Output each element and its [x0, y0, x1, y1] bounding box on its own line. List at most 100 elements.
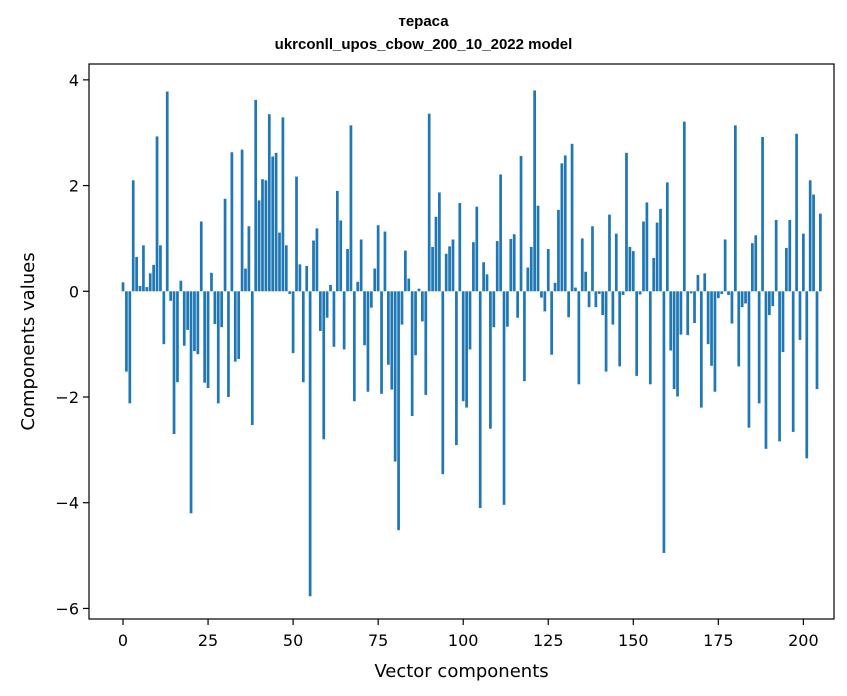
bar-177 — [723, 239, 727, 292]
bar-1 — [125, 291, 128, 372]
bar-76 — [380, 291, 383, 394]
bar-89 — [424, 291, 428, 395]
bar-100 — [461, 291, 465, 402]
bar-36 — [244, 268, 247, 292]
y-tick-label: −6 — [55, 599, 79, 618]
bar-171 — [703, 273, 707, 292]
bar-42 — [264, 180, 268, 292]
bar-205 — [819, 213, 822, 292]
bar-193 — [778, 291, 781, 442]
bar-18 — [182, 291, 186, 346]
bar-69 — [356, 281, 360, 292]
bar-35 — [240, 149, 244, 292]
bar-88 — [421, 291, 424, 322]
bar-124 — [543, 291, 547, 312]
bar-25 — [206, 291, 210, 389]
bar-97 — [451, 239, 455, 292]
bar-192 — [774, 219, 778, 292]
bar-191 — [771, 291, 775, 307]
bar-107 — [485, 274, 489, 292]
bar-115 — [512, 234, 516, 292]
bar-96 — [448, 246, 451, 292]
bar-156 — [652, 257, 656, 292]
bar-16 — [176, 291, 179, 383]
bar-63 — [335, 190, 339, 292]
bar-188 — [761, 136, 764, 292]
bar-21 — [193, 291, 196, 352]
bar-111 — [499, 174, 502, 292]
bar-123 — [540, 291, 543, 298]
bar-86 — [414, 291, 417, 356]
bar-105 — [478, 291, 482, 508]
bar-50 — [291, 291, 295, 354]
x-tick-label: 175 — [703, 631, 734, 650]
bar-129 — [560, 163, 564, 292]
bar-133 — [574, 287, 577, 292]
bar-144 — [611, 291, 615, 325]
bar-17 — [179, 280, 183, 292]
bar-139 — [594, 291, 598, 308]
bar-60 — [325, 291, 329, 318]
bar-47 — [281, 117, 285, 292]
bar-140 — [597, 291, 601, 294]
bar-94 — [441, 291, 445, 475]
bar-2 — [128, 291, 132, 404]
bar-149 — [628, 246, 632, 292]
bar-146 — [618, 291, 622, 367]
bar-110 — [495, 241, 499, 292]
bar-51 — [295, 176, 298, 292]
bar-61 — [329, 284, 332, 292]
y-tick-label: 4 — [69, 71, 79, 90]
bar-183 — [744, 291, 747, 304]
bar-154 — [645, 202, 649, 292]
bar-180 — [733, 125, 737, 292]
bar-13 — [165, 91, 169, 292]
bar-22 — [196, 291, 200, 355]
bar-163 — [676, 291, 679, 397]
x-tick-label: 150 — [618, 631, 649, 650]
bar-195 — [785, 247, 788, 292]
x-tick-label: 200 — [788, 631, 819, 650]
bar-169 — [696, 274, 700, 292]
bar-164 — [679, 291, 683, 335]
bar-104 — [475, 206, 479, 292]
x-tick-label: 50 — [283, 631, 303, 650]
bar-181 — [737, 291, 741, 367]
bar-73 — [369, 291, 373, 308]
y-axis-ticks: −6 −4 −2 0 2 4 — [55, 71, 89, 618]
bar-20 — [189, 291, 193, 514]
bar-179 — [730, 291, 734, 324]
y-tick-label: −2 — [55, 388, 79, 407]
bar-174 — [713, 291, 717, 392]
bar-175 — [716, 291, 720, 299]
bar-37 — [247, 226, 251, 292]
x-axis-ticks: 0 25 50 75 100 125 150 175 200 — [118, 619, 819, 650]
bar-166 — [686, 291, 690, 336]
bar-29 — [220, 291, 224, 328]
bar-126 — [550, 291, 554, 355]
bar-90 — [427, 113, 431, 292]
bar-189 — [764, 291, 768, 449]
bar-3 — [131, 180, 135, 292]
bar-52 — [298, 264, 302, 292]
bar-7 — [145, 287, 149, 292]
bar-184 — [747, 291, 751, 428]
bar-113 — [506, 291, 509, 327]
bar-108 — [489, 291, 492, 429]
x-tick-label: 100 — [448, 631, 479, 650]
bar-98 — [455, 291, 458, 446]
bar-132 — [570, 143, 574, 292]
bar-6 — [142, 245, 145, 292]
bar-31 — [227, 291, 230, 397]
bar-77 — [383, 231, 387, 292]
bar-196 — [788, 219, 792, 292]
bar-64 — [339, 220, 343, 292]
bar-122 — [536, 205, 540, 292]
x-axis-label: Vector components — [374, 661, 548, 682]
bar-178 — [727, 291, 730, 295]
bar-92 — [434, 216, 438, 292]
bar-87 — [417, 288, 421, 292]
bar-82 — [400, 291, 404, 325]
bar-71 — [363, 291, 366, 346]
bar-8 — [148, 273, 152, 292]
